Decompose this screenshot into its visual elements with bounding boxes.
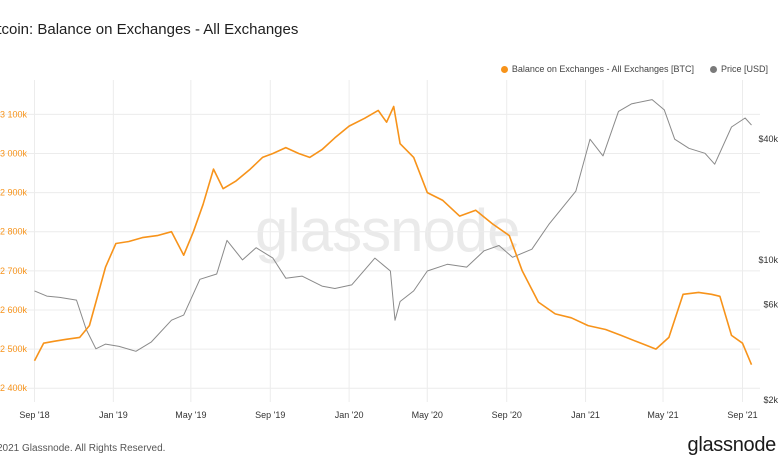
legend-dot-balance (500, 65, 508, 73)
legend-label-balance: Balance on Exchanges - All Exchanges [BT… (511, 64, 694, 74)
y-right-tick-label: $40k (758, 134, 778, 144)
series-line-price (34, 99, 752, 352)
y-left-tick-label: 2 600k (0, 305, 28, 315)
x-tick-label: Jan '21 (571, 410, 600, 420)
x-tick-label: Sep '18 (19, 410, 49, 420)
y-left-tick-label: 3 100k (0, 109, 28, 119)
legend-item-price[interactable]: Price [USD] (709, 64, 768, 74)
y-right-tick-label: $10k (758, 255, 778, 265)
x-tick-label: May '21 (647, 410, 678, 420)
x-tick-label: May '20 (412, 410, 443, 420)
x-tick-label: Sep '19 (255, 410, 285, 420)
y-left-tick-label: 2 500k (0, 344, 28, 354)
y-left-tick-label: 3 000k (0, 148, 28, 158)
y-left-tick-label: 2 900k (0, 188, 28, 198)
watermark: glassnode (255, 197, 521, 264)
y-left-tick-label: 2 400k (0, 383, 28, 393)
x-tick-label: Sep '21 (727, 410, 757, 420)
legend-item-balance[interactable]: Balance on Exchanges - All Exchanges [BT… (500, 64, 694, 74)
legend-dot-price (709, 65, 717, 73)
x-tick-label: May '19 (175, 410, 206, 420)
y-left-tick-label: 2 700k (0, 266, 28, 276)
glassnode-logo: glassnode (687, 434, 777, 456)
legend-label-price: Price [USD] (720, 64, 768, 74)
y-right-tick-label: $6k (763, 299, 778, 309)
x-tick-label: Jan '19 (99, 410, 128, 420)
x-tick-label: Sep '20 (492, 410, 522, 420)
y-right-tick-label: $2k (763, 395, 778, 405)
series-line-balance (33, 105, 753, 366)
copyright-text: 2021 Glassnode. All Rights Reserved. (0, 443, 166, 454)
x-tick-label: Jan '20 (335, 410, 364, 420)
chart-title: itcoin: Balance on Exchanges - All Excha… (0, 21, 299, 38)
y-left-tick-label: 2 800k (0, 227, 28, 237)
legend: Balance on Exchanges - All Exchanges [BT… (500, 64, 768, 74)
